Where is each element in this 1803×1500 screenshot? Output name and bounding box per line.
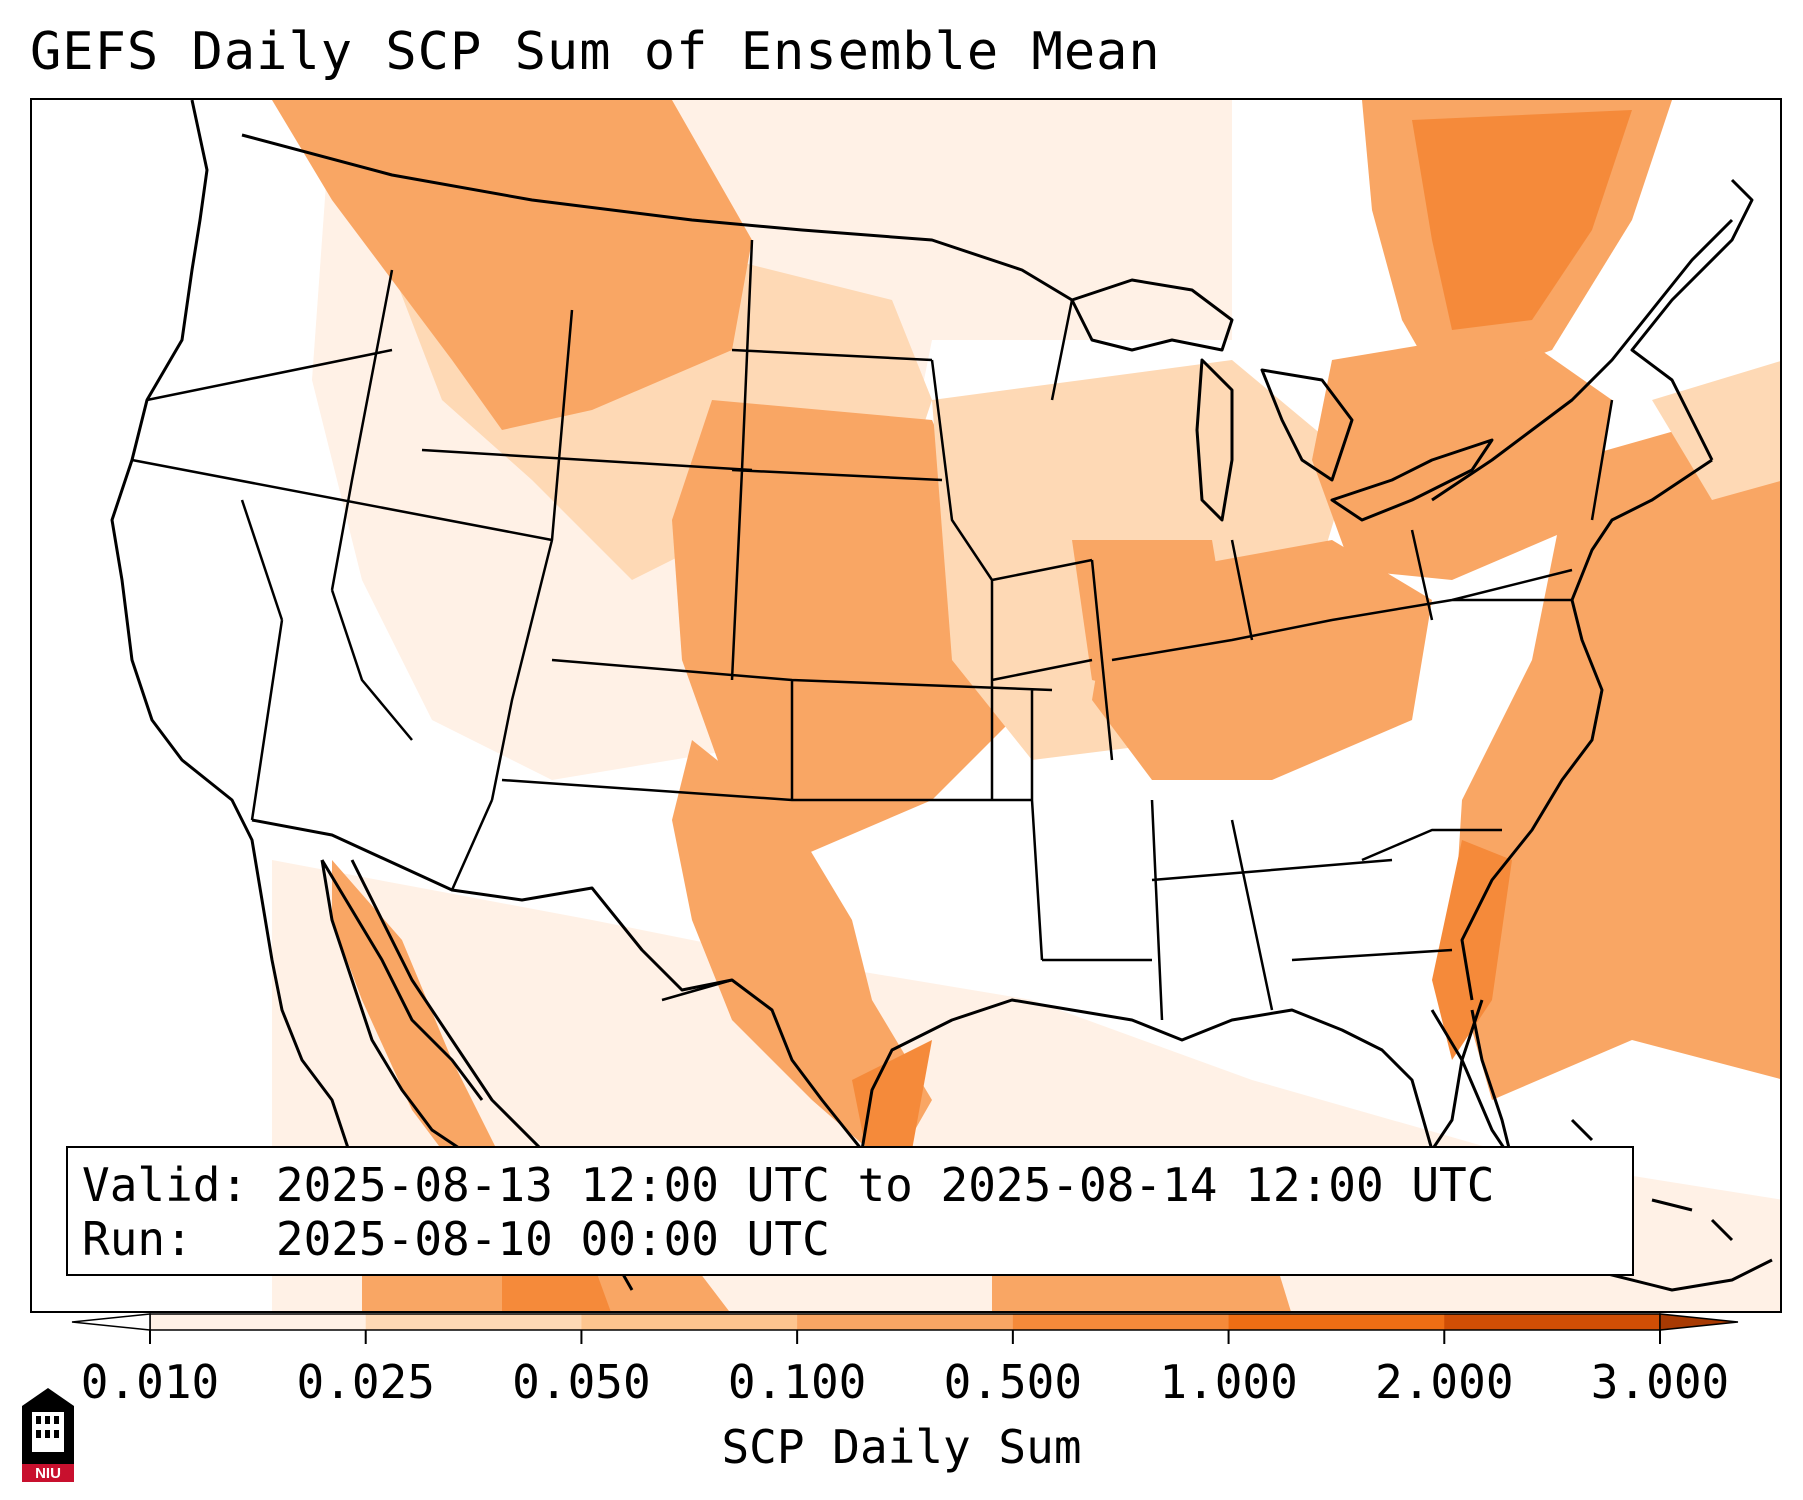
niu-logo: NIU [22,1388,74,1482]
east-coast [1460,178,1754,1001]
scp-area-illinois [1072,540,1232,700]
colorbar-tick-label: 0.100 [727,1355,867,1409]
run-value: 2025-08-10 00:00 UTC [275,1212,830,1266]
scp-area-southern-plains [672,740,932,1170]
colorbar-tick-label: 0.010 [80,1355,220,1409]
colorbar [71,1313,1739,1344]
state-lines [131,239,1614,1021]
scp-area-northeast [1312,330,1612,580]
map-svg [110,100,1780,1311]
valid-label: Valid: [82,1158,249,1212]
scp-area-atlantic-pale [1652,361,1780,500]
boundaries [110,100,1773,1292]
west-coastline [110,100,354,1161]
colorbar-segment [1228,1314,1445,1330]
colorbar-label: SCP Daily Sum [721,1420,1082,1474]
map-panel[interactable] [30,98,1782,1313]
colorbar-tick-label: 1.000 [1159,1355,1298,1409]
colorbar-segment [797,1314,1014,1330]
valid-value: 2025-08-13 12:00 UTC to 2025-08-14 12:00… [275,1158,1495,1212]
scp-area-se-coast [1432,840,1512,1060]
page-title: GEFS Daily SCP Sum of Ensemble Mean [30,22,1161,82]
gulf-coast [860,998,1484,1152]
run-label: Run: [82,1212,193,1266]
st-lawrence [1431,218,1734,502]
colorbar-tick-label: 0.025 [296,1355,435,1409]
canada-border [241,133,1073,302]
scp-area-quebec-core [1412,110,1632,330]
scp-area-atlantic [1452,401,1780,1100]
logo-banner [22,1464,74,1482]
colorbar-segment [1444,1314,1661,1330]
colorbar-ticks [149,1330,1661,1344]
colorbar-extend-high [1659,1313,1739,1331]
lake-erie-ontario [1330,438,1494,522]
scp-area-central-plains [672,400,1012,860]
colorbar-segment [365,1314,582,1330]
scp-area-montana [272,100,752,430]
colorbar-segments [149,1313,1661,1331]
colorbar-segment [581,1314,798,1330]
lake-superior [1070,278,1234,352]
scp-shading [272,100,1780,1311]
colorbar-segment [1012,1314,1230,1330]
lake-michigan [1195,358,1234,522]
colorbar-extend-low [71,1313,151,1331]
colorbar-tick-label: 2.000 [1375,1355,1514,1409]
colorbar-tick-label: 0.050 [512,1355,651,1409]
colorbar-segment [150,1314,367,1330]
mexico-border [251,818,864,1151]
lake-huron [1260,368,1354,482]
logo-text: NIU [35,1465,61,1482]
colorbar-tick-label: 0.500 [943,1355,1083,1409]
validity-info-box: Valid: 2025-08-13 12:00 UTC to 2025-08-1… [66,1146,1634,1276]
scp-area-texas-coast [852,1040,932,1180]
colorbar-tick-label: 3.000 [1590,1355,1730,1409]
